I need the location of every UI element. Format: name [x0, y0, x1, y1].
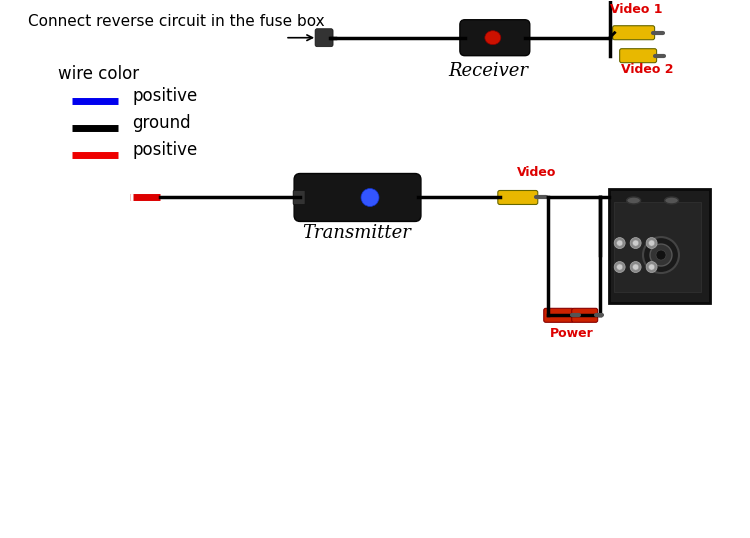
Text: positive: positive: [132, 87, 197, 104]
Ellipse shape: [484, 31, 501, 45]
Circle shape: [361, 188, 379, 207]
Circle shape: [614, 238, 626, 249]
Text: Transmitter: Transmitter: [302, 224, 412, 243]
Ellipse shape: [627, 197, 640, 204]
Text: positive: positive: [132, 140, 197, 159]
Text: Video 2: Video 2: [621, 62, 674, 76]
Text: wire color: wire color: [58, 65, 140, 83]
FancyBboxPatch shape: [572, 308, 598, 322]
FancyBboxPatch shape: [498, 190, 538, 204]
Text: Receiver: Receiver: [448, 62, 528, 80]
FancyBboxPatch shape: [315, 29, 333, 47]
Circle shape: [633, 264, 639, 270]
FancyBboxPatch shape: [544, 308, 574, 322]
FancyBboxPatch shape: [620, 49, 656, 62]
FancyBboxPatch shape: [293, 190, 305, 204]
Text: Connect reverse circuit in the fuse box: Connect reverse circuit in the fuse box: [28, 14, 325, 29]
FancyBboxPatch shape: [613, 26, 655, 40]
FancyBboxPatch shape: [609, 189, 709, 303]
Circle shape: [649, 264, 655, 270]
Circle shape: [646, 261, 657, 273]
Circle shape: [633, 240, 639, 246]
Text: Video: Video: [517, 166, 556, 179]
Circle shape: [614, 261, 626, 273]
Circle shape: [616, 240, 622, 246]
FancyBboxPatch shape: [294, 174, 421, 222]
FancyBboxPatch shape: [460, 20, 530, 55]
FancyBboxPatch shape: [614, 202, 701, 292]
Circle shape: [630, 238, 641, 249]
Text: Power: Power: [550, 327, 593, 340]
Circle shape: [616, 264, 622, 270]
Circle shape: [643, 237, 679, 273]
Circle shape: [630, 261, 641, 273]
Text: Video 1: Video 1: [610, 3, 663, 16]
Circle shape: [656, 250, 666, 260]
Circle shape: [650, 244, 672, 266]
Text: ground: ground: [132, 114, 191, 132]
Circle shape: [646, 238, 657, 249]
Ellipse shape: [664, 197, 679, 204]
Circle shape: [649, 240, 655, 246]
